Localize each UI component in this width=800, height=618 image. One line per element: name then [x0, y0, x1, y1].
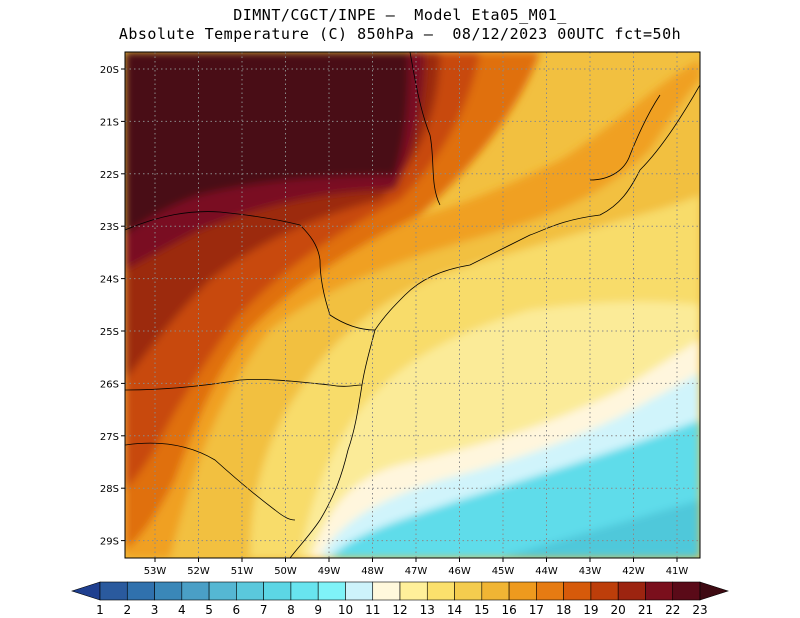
colorbar-label: 12	[392, 603, 407, 617]
lat-label: 26S	[100, 379, 119, 390]
state-border-rj	[589, 94, 661, 181]
colorbar-label: 11	[365, 603, 380, 617]
colorbar-segment	[126, 581, 155, 601]
colorbar-label: 14	[447, 603, 462, 617]
lat-label: 29S	[100, 537, 119, 548]
colorbar-segment	[208, 581, 237, 601]
colorbar-label: 7	[260, 603, 268, 617]
colorbar-label: 2	[123, 603, 131, 617]
colorbar-label: 6	[233, 603, 241, 617]
colorbar-arrow-right	[699, 581, 729, 601]
colorbar-segment	[236, 581, 264, 601]
lon-label: 45W	[492, 566, 515, 577]
state-border-pr-sc	[125, 379, 363, 391]
colorbar	[71, 581, 729, 601]
colorbar-label: 4	[178, 603, 186, 617]
lon-label: 47W	[405, 566, 428, 577]
lat-label: 28S	[100, 484, 119, 495]
colorbar-label: 9	[314, 603, 322, 617]
lon-label: 51W	[231, 566, 254, 577]
colorbar-label: 23	[692, 603, 707, 617]
colorbar-label: 19	[583, 603, 598, 617]
colorbar-segment	[399, 581, 428, 601]
state-border-mg-sp	[409, 52, 441, 206]
lon-label: 52W	[187, 566, 210, 577]
colorbar-segment	[508, 581, 537, 601]
colorbar-label: 16	[501, 603, 516, 617]
lon-label: 50W	[274, 566, 297, 577]
colorbar-segment	[617, 581, 646, 601]
colorbar-label: 15	[474, 603, 489, 617]
colorbar-segment	[154, 581, 183, 601]
colorbar-label: 3	[151, 603, 159, 617]
colorbar-segment	[672, 581, 701, 601]
state-border-sc-rs	[125, 442, 296, 521]
lat-label: 22S	[100, 170, 119, 181]
colorbar-label: 22	[665, 603, 680, 617]
colorbar-segment	[99, 581, 128, 601]
colorbar-segment	[372, 581, 401, 601]
lat-label: 20S	[100, 65, 119, 76]
temperature-band	[330, 420, 700, 558]
temperature-band	[500, 500, 700, 558]
colorbar-label: 18	[556, 603, 571, 617]
colorbar-segment	[181, 581, 210, 601]
map-frame	[124, 51, 701, 559]
lat-label: 25S	[100, 327, 119, 338]
latitude-labels: 20S 21S 22S 23S 24S 25S 26S 27S 28S 29S	[100, 65, 125, 548]
colorbar-segment	[345, 581, 374, 601]
lon-label: 42W	[622, 566, 645, 577]
lon-label: 41W	[666, 566, 689, 577]
lon-label: 43W	[579, 566, 602, 577]
colorbar-segment	[263, 581, 292, 601]
colorbar-segment	[481, 581, 510, 601]
colorbar-segment	[454, 581, 483, 601]
lon-label: 44W	[535, 566, 558, 577]
lon-label: 46W	[448, 566, 471, 577]
lat-label: 21S	[100, 117, 119, 128]
colorbar-segment	[645, 581, 674, 601]
lon-label: 48W	[361, 566, 384, 577]
colorbar-label: 1	[96, 603, 104, 617]
graticule	[125, 52, 700, 558]
title-line-1: DIMNT/CGCT/INPE – Model Eta05_M01_	[233, 6, 567, 24]
lon-label: 49W	[318, 566, 341, 577]
lat-label: 23S	[100, 222, 119, 233]
temperature-band	[125, 52, 409, 235]
colorbar-arrow-left	[71, 581, 101, 601]
temperature-field	[125, 52, 700, 558]
colorbar-label: 8	[287, 603, 295, 617]
colorbar-label: 13	[420, 603, 435, 617]
colorbar-segment	[426, 581, 455, 601]
lat-label: 27S	[100, 432, 119, 443]
colorbar-label: 20	[611, 603, 626, 617]
colorbar-segment	[290, 581, 319, 601]
lon-label: 53W	[144, 566, 167, 577]
colorbar-segment	[590, 581, 619, 601]
coastline	[289, 84, 700, 558]
colorbar-segment	[317, 581, 346, 601]
colorbar-label: 5	[205, 603, 213, 617]
lat-label: 24S	[100, 275, 119, 286]
colorbar-segment	[563, 581, 592, 601]
state-border-sp-pr	[125, 211, 376, 331]
colorbar-segment	[536, 581, 564, 601]
colorbar-label: 17	[529, 603, 544, 617]
colorbar-labels: 1 2 3 4 5 6 7 8 9 10 11 12 13 14 15 16 17 18 19 20 21 22 23	[96, 603, 707, 617]
longitude-labels: 53W 52W 51W 50W 49W 48W 47W 46W 45W 44W 43W 42W 41W	[144, 558, 689, 577]
title-line-2: Absolute Temperature (C) 850hPa – 08/12/…	[118, 25, 682, 43]
colorbar-label: 21	[638, 603, 653, 617]
coastline-borders	[125, 52, 700, 558]
colorbar-label: 10	[338, 603, 353, 617]
